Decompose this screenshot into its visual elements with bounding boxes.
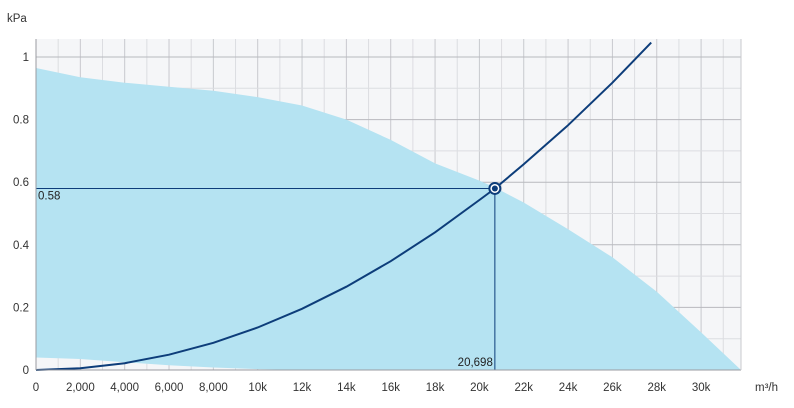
system-curve-line [35, 41, 652, 371]
x-tick-label: 18k [426, 382, 445, 394]
operating-point-x-value: 20,698 [458, 357, 493, 369]
x-tick-label: 22k [514, 382, 533, 394]
operating-range-fill [36, 68, 741, 370]
operating-range-area [36, 68, 741, 370]
operating-point-y-value: 0.58 [38, 190, 60, 202]
y-tick-label: 0 [23, 365, 29, 377]
x-tick-label: 12k [293, 382, 312, 394]
x-tick-label: 8,000 [199, 382, 228, 394]
y-tick-label: 0.4 [13, 240, 30, 252]
x-tick-label: 24k [559, 382, 578, 394]
x-tick-label: 20k [470, 382, 489, 394]
axes [35, 39, 742, 371]
x-tick-label: 26k [603, 382, 622, 394]
y-axis-unit-label: kPa [7, 13, 27, 25]
x-tick-label: 2,000 [66, 382, 95, 394]
x-tick-label: 0 [33, 382, 39, 394]
x-tick-label: 30k [692, 382, 711, 394]
operating-point-marker-dot [491, 185, 498, 192]
x-tick-label: 14k [337, 382, 356, 394]
x-tick-label: 28k [647, 382, 666, 394]
x-tick-label: 6,000 [155, 382, 184, 394]
y-tick-label: 0.6 [13, 177, 29, 189]
x-tick-label: 16k [381, 382, 400, 394]
y-tick-label: 0.8 [13, 115, 29, 127]
y-tick-label: 1 [23, 52, 29, 64]
x-axis-ticks: 0 2,000 4,000 6,000 8,000 10k 12k 14k 16k 18k 20k 2… [33, 382, 711, 394]
operating-point-guides [36, 187, 496, 370]
y-axis-ticks: 0 0.2 0.4 0.6 0.8 1 [13, 52, 30, 377]
system-curve [35, 41, 652, 371]
y-tick-label: 0.2 [13, 302, 29, 314]
x-axis-unit-label: m³/h [755, 382, 778, 394]
x-tick-label: 4,000 [110, 382, 139, 394]
x-tick-label: 10k [248, 382, 267, 394]
operating-point: 0.58 20,698 [38, 181, 502, 369]
